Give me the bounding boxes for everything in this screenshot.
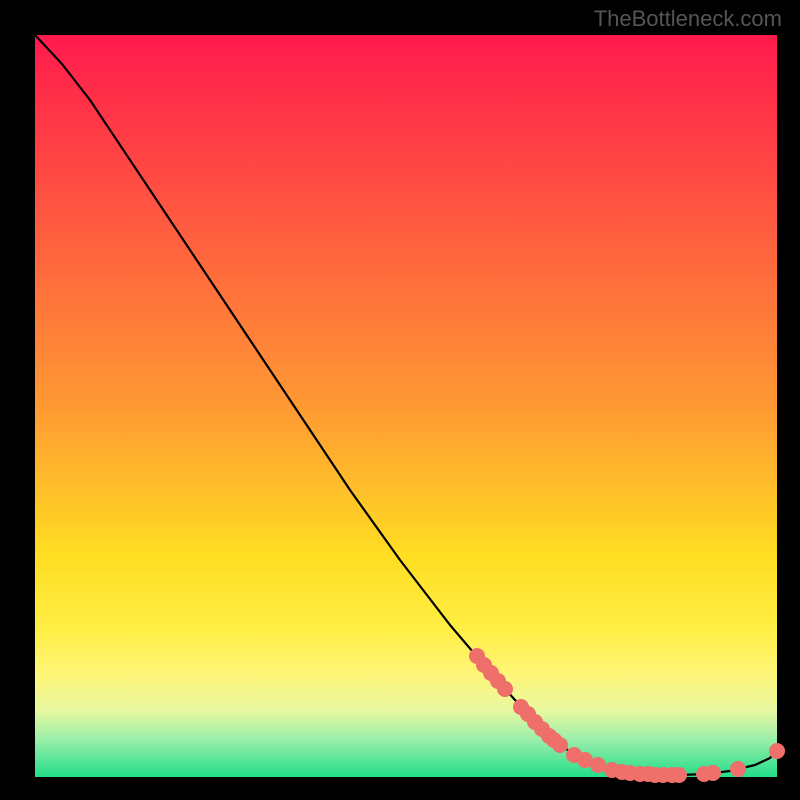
watermark-text: TheBottleneck.com [594,6,782,32]
plot-area [35,35,777,777]
